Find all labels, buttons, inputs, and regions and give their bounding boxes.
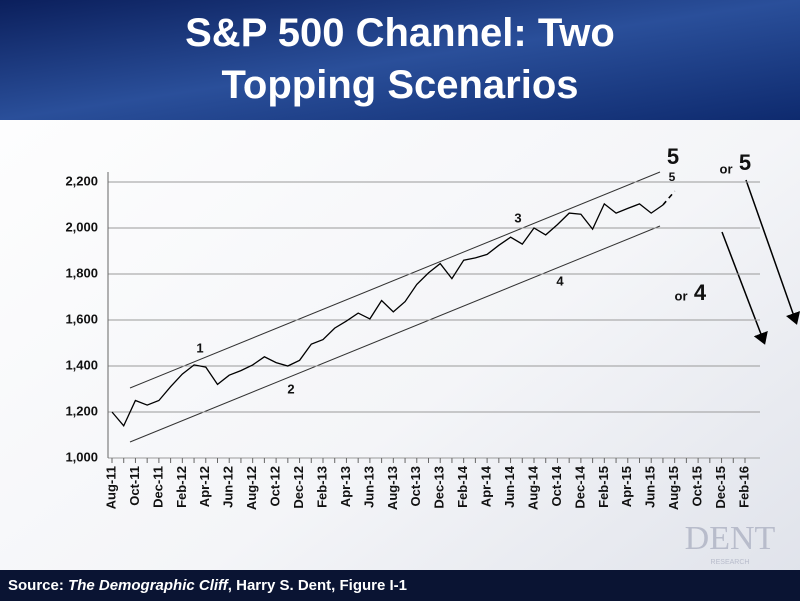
annotation: 2 xyxy=(287,381,294,396)
x-tick-label: Jun-14 xyxy=(502,465,517,508)
series-line xyxy=(111,202,664,427)
y-tick-label: 1,200 xyxy=(65,403,98,418)
projection-arrow xyxy=(721,231,768,345)
x-tick-label: Feb-13 xyxy=(314,466,329,508)
x-tick-label: Oct-13 xyxy=(408,466,423,506)
x-tick-label: Oct-15 xyxy=(690,466,705,506)
chart-title: S&P 500 Channel: Two Topping Scenarios xyxy=(185,11,615,107)
x-tick-label: Feb-15 xyxy=(596,466,611,508)
x-tick-label: Dec-12 xyxy=(291,466,306,509)
logo-name: DENT xyxy=(685,520,776,557)
footer-rest: , Harry S. Dent, Figure I-1 xyxy=(228,577,407,594)
x-tick-label: Jun-15 xyxy=(643,466,658,508)
x-tick-label: Aug-13 xyxy=(385,466,400,510)
channel-upper xyxy=(129,171,661,389)
logo-sub: RESEARCH xyxy=(711,559,750,566)
x-tick-label: Dec-15 xyxy=(713,466,728,509)
x-tick-label: Dec-14 xyxy=(572,465,587,508)
x-tick-label: Apr-14 xyxy=(479,465,494,507)
channel-lower xyxy=(129,225,661,443)
x-tick-label: Apr-13 xyxy=(338,466,353,507)
annotation: 5 xyxy=(669,170,676,184)
x-tick-label: Aug-15 xyxy=(666,466,681,510)
footer-book: The Demographic Cliff xyxy=(68,577,230,594)
projection-arrow xyxy=(745,179,800,325)
x-tick-label: Feb-16 xyxy=(736,466,751,508)
x-tick-label: Apr-12 xyxy=(197,466,212,507)
annotation: 4 xyxy=(694,280,707,305)
y-tick-label: 1,400 xyxy=(65,357,98,372)
x-tick-label: Dec-13 xyxy=(432,466,447,509)
x-tick-label: Oct-14 xyxy=(549,465,564,506)
x-tick-label: Feb-12 xyxy=(174,466,189,508)
footer: Source: The Demographic Cliff, Harry S. … xyxy=(8,577,407,594)
y-tick-label: 2,000 xyxy=(65,219,98,234)
footer-bar xyxy=(0,570,800,601)
y-tick-label: 1,600 xyxy=(65,311,98,326)
annotation: 1 xyxy=(196,340,203,355)
annotation: 5 xyxy=(667,144,679,169)
annotation: 5 xyxy=(739,150,751,175)
y-tick-label: 1,800 xyxy=(65,265,98,280)
y-tick-label: 2,200 xyxy=(65,173,98,188)
annotation: 3 xyxy=(514,210,521,225)
x-tick-label: Feb-14 xyxy=(455,465,470,508)
x-tick-label: Dec-11 xyxy=(150,466,165,508)
x-tick-label: Oct-11 xyxy=(127,466,142,506)
header xyxy=(0,0,800,120)
annotation: or xyxy=(675,288,688,303)
x-tick-label: Apr-15 xyxy=(619,466,634,507)
annotation: or xyxy=(720,161,733,176)
x-tick-label: Jun-13 xyxy=(361,466,376,508)
x-tick-label: Aug-11 xyxy=(103,466,118,509)
scenario-line xyxy=(662,190,676,206)
y-tick-label: 1,000 xyxy=(65,449,98,464)
x-tick-label: Jun-12 xyxy=(221,466,236,508)
chart: 1,000 1,200 1,400 1,600 1,800 2,000 2,200 Aug-1… xyxy=(65,144,760,510)
annotation: 4 xyxy=(556,273,564,288)
x-tick-label: Aug-12 xyxy=(244,466,259,510)
x-tick-label: Aug-14 xyxy=(525,465,540,510)
x-tick-label: Oct-12 xyxy=(268,466,283,506)
footer-label: Source: xyxy=(8,577,64,594)
